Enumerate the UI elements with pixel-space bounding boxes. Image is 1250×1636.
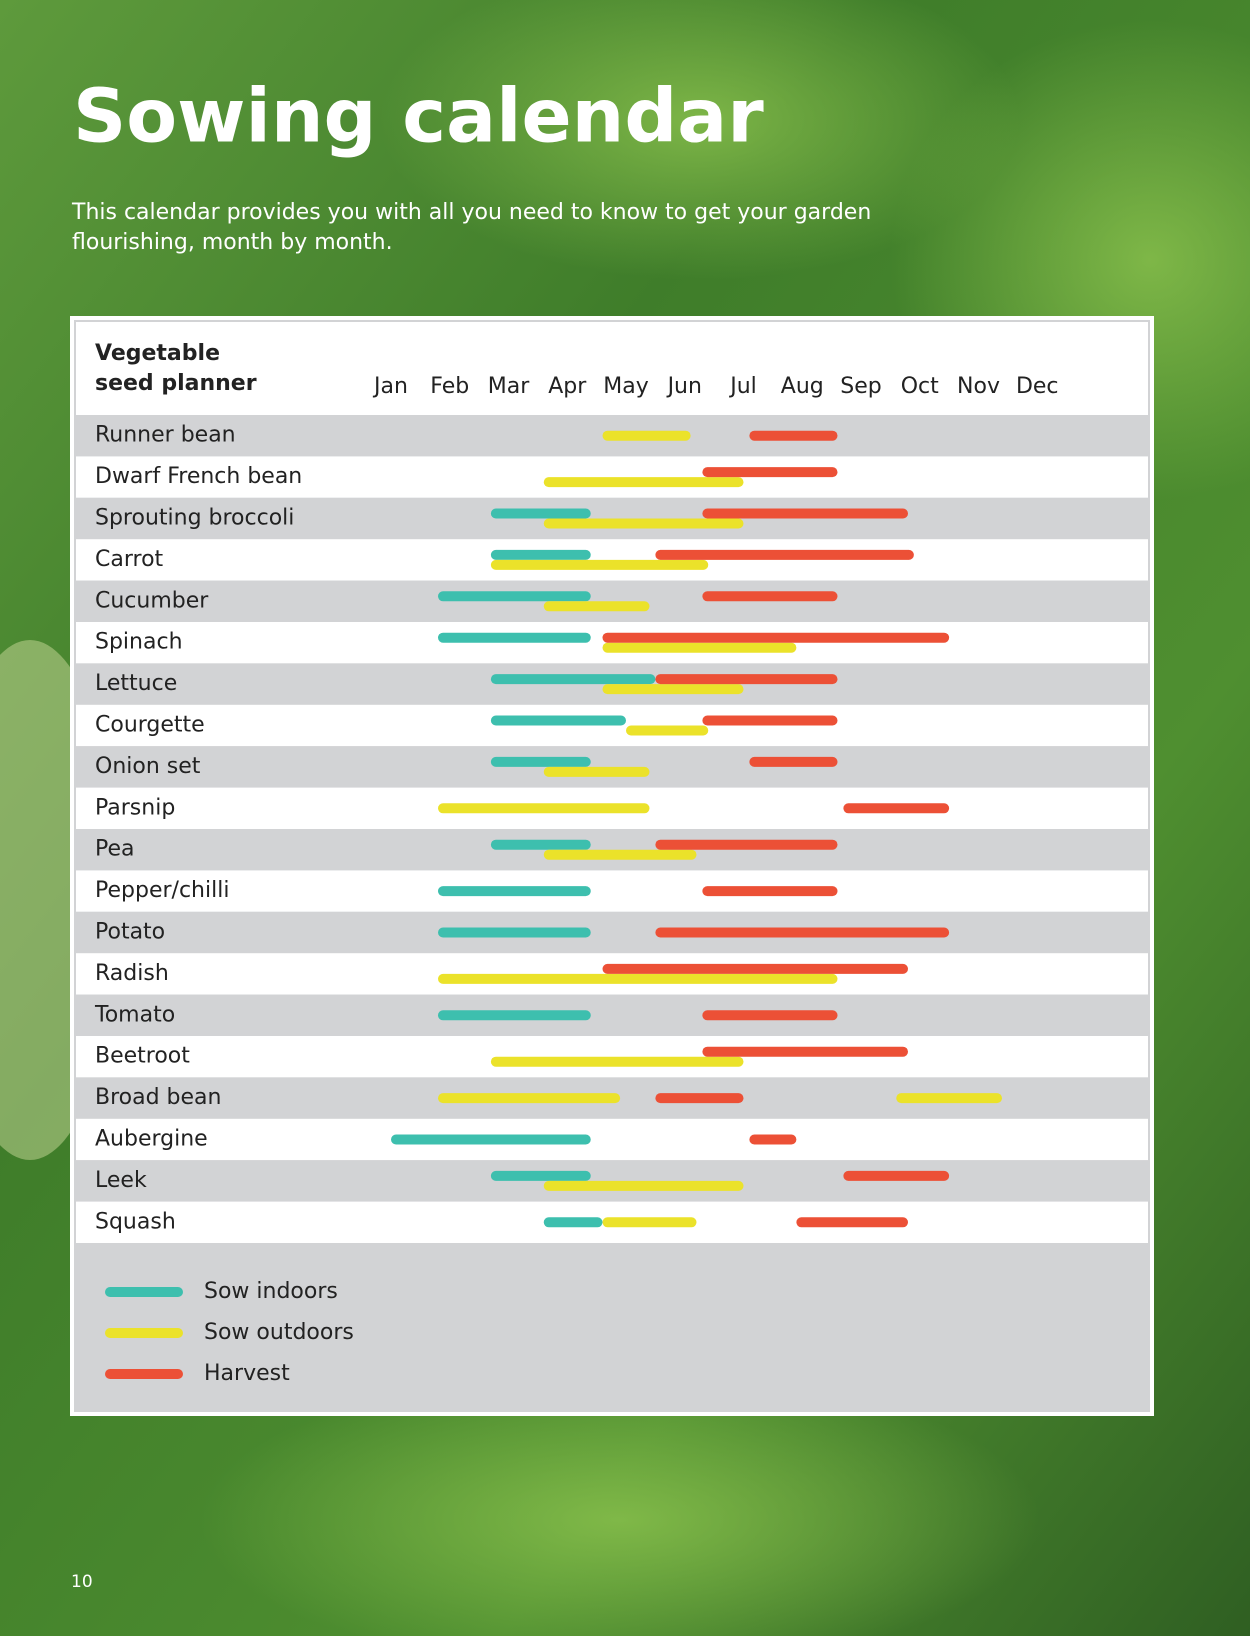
leaf-highlight [200,1370,1040,1636]
row-label: Cucumber [95,588,209,613]
row-label: Beetroot [95,1044,190,1069]
month-label: Feb [430,374,469,399]
row-label: Radish [95,961,169,986]
subtitle: flourishing, month by month. [72,230,393,255]
row-background [76,1118,1148,1161]
month-label: Jun [666,374,702,399]
row-label: Aubergine [95,1127,208,1152]
row-label: Runner bean [95,423,236,448]
legend-label: Sow outdoors [204,1320,354,1345]
subtitle: This calendar provides you with all you … [71,200,871,225]
row-label: Leek [95,1168,147,1193]
row-label: Pepper/chilli [95,878,229,903]
month-label: Oct [901,374,939,399]
row-background [76,870,1148,912]
row-label: Sprouting broccoli [95,506,294,531]
row-label: Pea [95,837,135,862]
row-label: Lettuce [95,671,177,696]
row-label: Squash [95,1209,176,1234]
month-label: Sep [840,374,881,399]
row-background [76,1160,1148,1202]
leaf-highlight [380,0,1020,280]
row-label: Onion set [95,754,201,779]
table-header: seed planner [95,371,257,396]
row-label: Broad bean [95,1085,221,1110]
legend-label: Sow indoors [204,1279,338,1304]
row-label: Tomato [94,1002,175,1027]
row-label: Parsnip [95,795,175,820]
row-label: Carrot [95,547,164,572]
rows: Jan Feb Mar Apr May Jun Jul Aug Sep Oct Nov Dec Runn… [76,374,1148,1243]
row-background [76,994,1148,1036]
month-label: Jul [728,374,757,399]
month-label: May [603,374,648,399]
month-label: Jan [372,374,408,399]
month-label: Apr [548,374,587,399]
month-label: Aug [781,374,824,399]
header-row [76,322,1148,415]
row-label: Potato [95,920,165,945]
month-label: Mar [488,374,530,399]
row-label: Spinach [95,630,183,655]
legend-label: Harvest [204,1361,290,1386]
row-background [76,456,1148,498]
table-header: Vegetable [95,341,220,366]
month-label: Dec [1016,374,1059,399]
row-label: Courgette [95,713,205,738]
row-label: Dwarf French bean [95,464,302,489]
page-number: 10 [71,1572,93,1592]
row-background [76,911,1148,954]
legend: Sow indoors Sow outdoors Harvest [105,1279,354,1386]
month-label: Nov [957,374,1000,399]
title: Sowing calendar [73,74,764,160]
